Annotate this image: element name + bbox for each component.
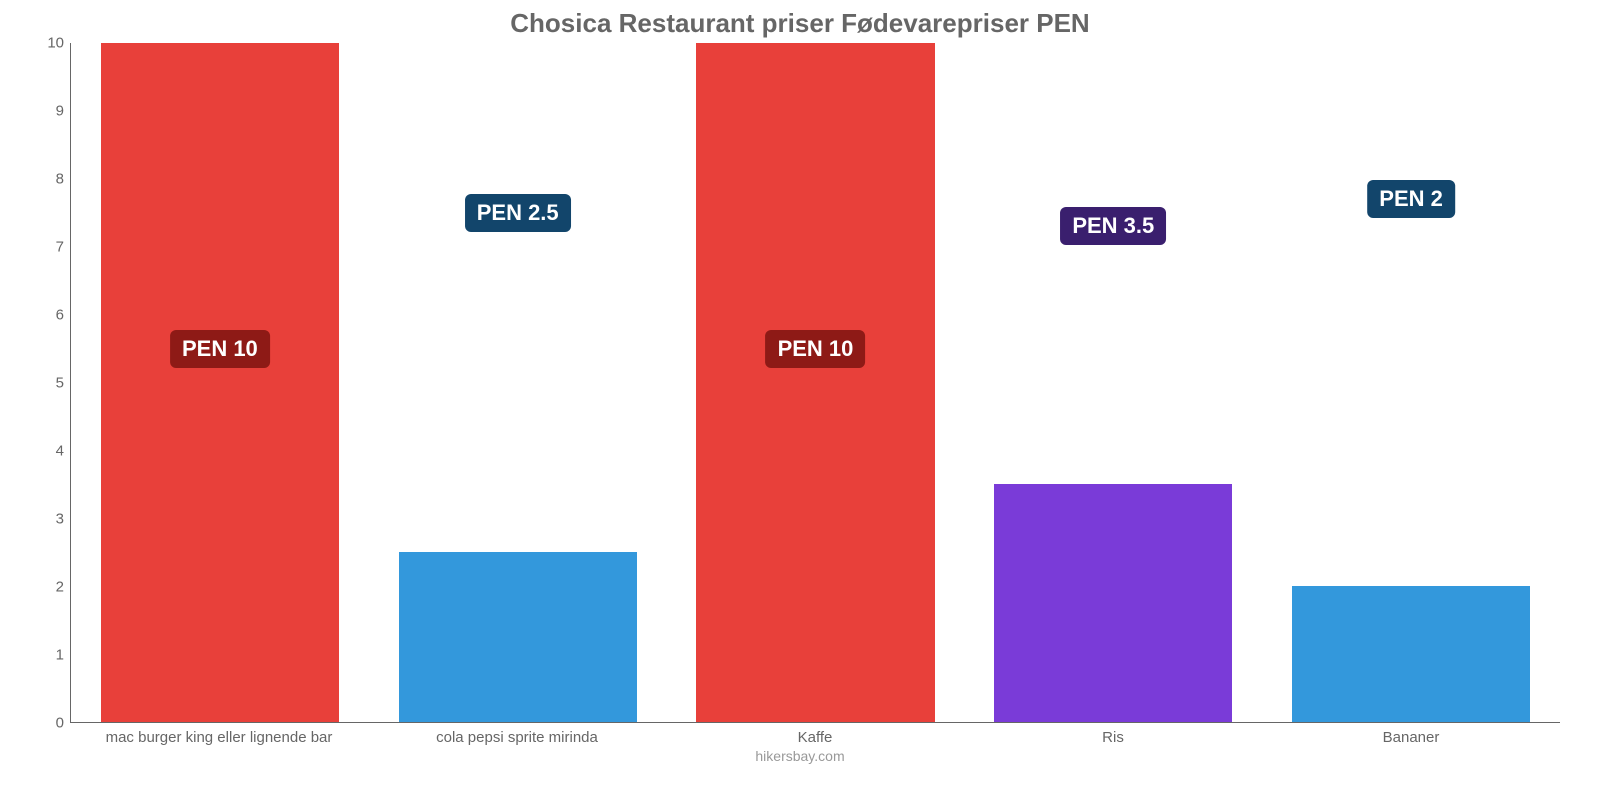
y-tick: 2	[56, 579, 64, 596]
bar-value-label: PEN 3.5	[1060, 207, 1166, 245]
bar-value-label: PEN 10	[766, 330, 866, 368]
y-tick: 7	[56, 239, 64, 256]
y-tick: 10	[47, 35, 64, 52]
bar: PEN 3.5	[994, 484, 1232, 722]
bar: PEN 2.5	[399, 552, 637, 722]
y-tick: 0	[56, 715, 64, 732]
bar-slot: PEN 2.5	[369, 43, 667, 722]
x-label: mac burger king eller lignende bar	[70, 723, 368, 746]
chart-title: Chosica Restaurant priser Fødevarepriser…	[40, 0, 1560, 43]
bar-value-label: PEN 10	[170, 330, 270, 368]
chart-container: Chosica Restaurant priser Fødevarepriser…	[0, 0, 1600, 800]
y-tick: 5	[56, 375, 64, 392]
bar-slot: PEN 3.5	[964, 43, 1262, 722]
y-tick: 1	[56, 647, 64, 664]
bar-slot: PEN 2	[1262, 43, 1560, 722]
y-tick: 9	[56, 103, 64, 120]
bar-slot: PEN 10	[667, 43, 965, 722]
plot-area: PEN 10 PEN 2.5 PEN 10 PEN 3.5 PEN 2	[70, 43, 1560, 723]
bar: PEN 10	[696, 43, 934, 722]
bar-value-label: PEN 2	[1367, 180, 1455, 218]
y-axis: 012345678910	[40, 43, 70, 723]
chart-footer: hikersbay.com	[40, 748, 1560, 764]
bar-value-label: PEN 2.5	[465, 194, 571, 232]
x-label: cola pepsi sprite mirinda	[368, 723, 666, 746]
bar: PEN 2	[1292, 586, 1530, 722]
y-tick: 6	[56, 307, 64, 324]
x-label: Kaffe	[666, 723, 964, 746]
x-label: Bananer	[1262, 723, 1560, 746]
plot-row: 012345678910 PEN 10PEN 2.5PEN 10PEN 3.5P…	[40, 43, 1560, 723]
x-axis: mac burger king eller lignende barcola p…	[70, 723, 1560, 746]
y-tick: 8	[56, 171, 64, 188]
bar-slot: PEN 10	[71, 43, 369, 722]
x-label: Ris	[964, 723, 1262, 746]
y-tick: 3	[56, 511, 64, 528]
bars-group: PEN 10 PEN 2.5 PEN 10 PEN 3.5 PEN 2	[71, 43, 1560, 722]
bar: PEN 10	[101, 43, 339, 722]
y-tick: 4	[56, 443, 64, 460]
